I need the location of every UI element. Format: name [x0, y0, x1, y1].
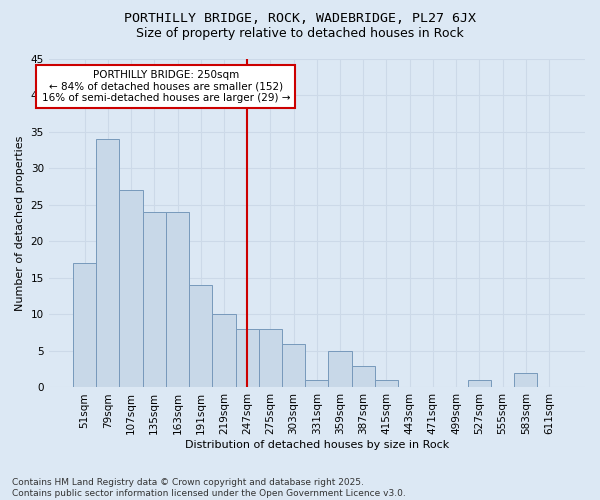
- Bar: [375, 380, 398, 388]
- Bar: [143, 212, 166, 388]
- Text: Size of property relative to detached houses in Rock: Size of property relative to detached ho…: [136, 28, 464, 40]
- Bar: [352, 366, 375, 388]
- Text: PORTHILLY BRIDGE: 250sqm
← 84% of detached houses are smaller (152)
16% of semi-: PORTHILLY BRIDGE: 250sqm ← 84% of detach…: [41, 70, 290, 103]
- Bar: [282, 344, 305, 388]
- X-axis label: Distribution of detached houses by size in Rock: Distribution of detached houses by size …: [185, 440, 449, 450]
- Bar: [96, 140, 119, 388]
- Bar: [189, 286, 212, 388]
- Bar: [305, 380, 328, 388]
- Bar: [468, 380, 491, 388]
- Bar: [236, 329, 259, 388]
- Y-axis label: Number of detached properties: Number of detached properties: [15, 136, 25, 311]
- Bar: [328, 351, 352, 388]
- Bar: [212, 314, 236, 388]
- Bar: [259, 329, 282, 388]
- Bar: [119, 190, 143, 388]
- Bar: [73, 264, 96, 388]
- Bar: [166, 212, 189, 388]
- Text: Contains HM Land Registry data © Crown copyright and database right 2025.
Contai: Contains HM Land Registry data © Crown c…: [12, 478, 406, 498]
- Text: PORTHILLY BRIDGE, ROCK, WADEBRIDGE, PL27 6JX: PORTHILLY BRIDGE, ROCK, WADEBRIDGE, PL27…: [124, 12, 476, 26]
- Bar: [514, 373, 538, 388]
